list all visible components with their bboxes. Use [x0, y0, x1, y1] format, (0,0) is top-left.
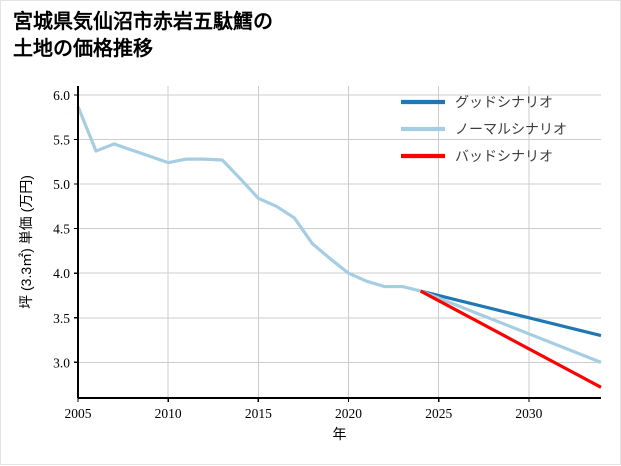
y-tick-label: 4.5: [53, 222, 70, 237]
y-tick-label: 6.0: [53, 88, 70, 103]
x-tick-label: 2010: [155, 406, 182, 421]
x-tick-label: 2005: [65, 406, 92, 421]
x-tick-label: 2025: [425, 406, 452, 421]
series-lines: [76, 105, 602, 389]
series-line-bad: [419, 289, 602, 389]
series-line-good: [420, 289, 602, 338]
y-tick-label: 3.0: [53, 355, 70, 370]
x-tick-label: 2030: [515, 406, 542, 421]
y-tick-label: 5.0: [53, 177, 70, 192]
legend-label[interactable]: ノーマルシナリオ: [455, 123, 567, 138]
x-axis-title: 年: [333, 426, 347, 442]
legend-label[interactable]: グッドシナリオ: [455, 95, 553, 111]
y-tick-label: 4.0: [53, 266, 70, 281]
series-line-normal: [76, 105, 422, 293]
y-tick-label: 3.5: [53, 311, 70, 326]
series-line-normal: [420, 289, 602, 364]
x-axis-tick-labels: 2005 2010 2015 2020 2025 2030: [65, 406, 543, 421]
chart-title: 宮城県気仙沼市赤岩五駄鱈の 土地の価格推移: [13, 11, 273, 60]
x-tick-label: 2015: [245, 406, 272, 421]
axis-titles: 年 坪 (3.3㎡) 単価 (万円): [18, 175, 347, 442]
y-axis-tick-labels: 3.0 3.5 4.0 4.5 5.0 5.5 6.0: [53, 88, 70, 370]
axis-spines: [76, 86, 601, 400]
y-tick-label: 5.5: [53, 132, 70, 147]
axis-ticks: [74, 94, 530, 402]
legend-label[interactable]: バッドシナリオ: [455, 150, 553, 165]
y-axis-title: 坪 (3.3㎡) 単価 (万円): [18, 175, 34, 309]
x-tick-label: 2020: [335, 406, 362, 421]
